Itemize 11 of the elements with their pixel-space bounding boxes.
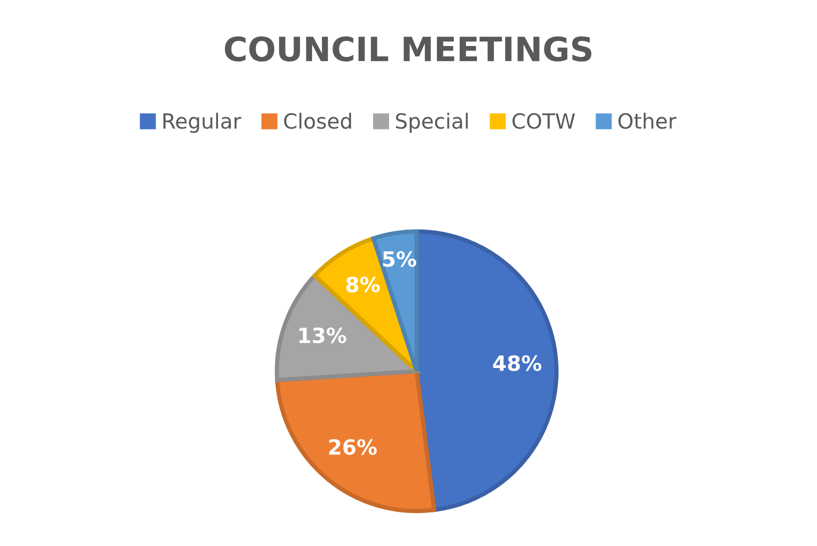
data-label: 5%	[383, 251, 416, 267]
legend-label: Regular	[163, 112, 242, 133]
data-label: 48%	[493, 355, 542, 372]
data-label: 26%	[329, 439, 377, 455]
data-label: 8%	[346, 276, 380, 292]
legend-label: Special	[396, 112, 468, 133]
legend-label: COTW	[512, 113, 575, 129]
chart-title: COUNCIL MEETINGS	[224, 36, 592, 62]
data-label: 13%	[299, 327, 346, 344]
legend-label: Other	[618, 112, 676, 129]
legend-label: Closed	[284, 112, 352, 129]
